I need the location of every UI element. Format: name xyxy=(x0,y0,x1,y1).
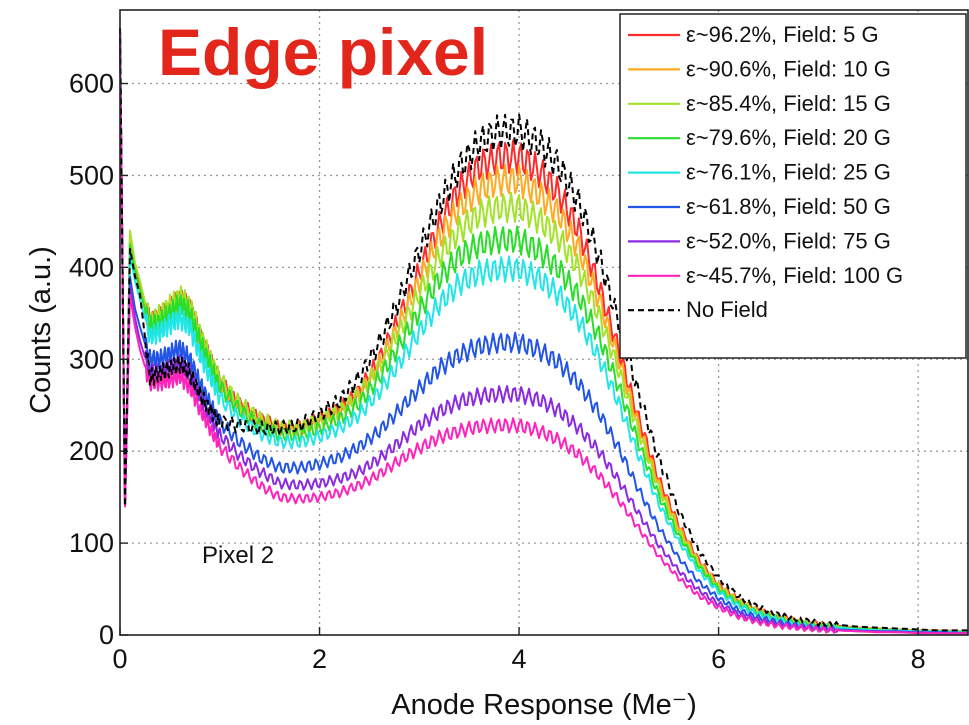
series-layer xyxy=(119,28,969,635)
y-axis-title: Counts (a.u.) xyxy=(25,246,57,414)
y-tick-label: 0 xyxy=(99,620,114,650)
legend-entry-label: No Field xyxy=(686,297,768,322)
y-tick-label: 600 xyxy=(69,69,114,99)
x-tick-label: 8 xyxy=(911,644,926,674)
plot-frame xyxy=(119,9,969,636)
chart-title: Edge pixel xyxy=(158,15,488,89)
series-line-4 xyxy=(119,28,968,634)
legend-entry-label: ε~90.6%, Field: 10 G xyxy=(686,56,891,81)
legend-entry-label: ε~96.2%, Field: 5 G xyxy=(686,22,879,47)
x-tick-label: 4 xyxy=(512,644,527,674)
ticks xyxy=(119,82,919,636)
series-line-9 xyxy=(119,28,968,632)
tick-labels: 0 2 4 6 8 0 100 200 300 400 500 600 xyxy=(69,69,926,674)
legend-box xyxy=(619,13,967,359)
x-tick-label: 6 xyxy=(711,644,726,674)
y-tick-label: 400 xyxy=(69,252,114,282)
legend-entry-label: ε~79.6%, Field: 20 G xyxy=(686,125,891,150)
pixel-annotation: Pixel 2 xyxy=(202,542,274,569)
x-tick-label: 2 xyxy=(312,644,327,674)
x-axis-title: Anode Response (Me⁻) xyxy=(391,689,696,721)
legend-entry-label: ε~76.1%, Field: 25 G xyxy=(686,160,891,185)
series-line-8 xyxy=(119,28,968,635)
y-tick-label: 300 xyxy=(69,344,114,374)
legend: ε~96.2%, Field: 5 G ε~90.6%, Field: 10 G ε… xyxy=(619,13,967,359)
legend-entry-label: ε~85.4%, Field: 15 G xyxy=(686,91,891,116)
legend-entry-label: ε~45.7%, Field: 100 G xyxy=(686,263,903,288)
y-tick-label: 100 xyxy=(69,528,114,558)
y-tick-label: 200 xyxy=(69,436,114,466)
x-tick-label: 0 xyxy=(112,644,127,674)
y-tick-label: 500 xyxy=(69,160,114,190)
legend-entry-label: ε~52.0%, Field: 75 G xyxy=(686,228,891,253)
legend-entry-label: ε~61.8%, Field: 50 G xyxy=(686,194,891,219)
